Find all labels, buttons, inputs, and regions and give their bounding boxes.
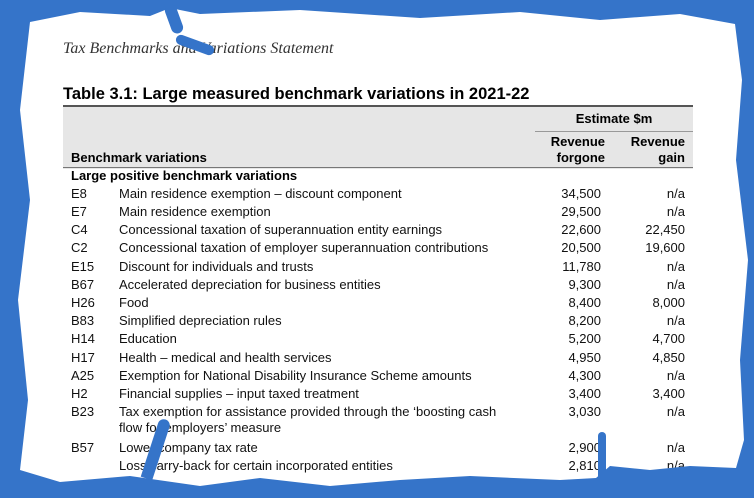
row-description: Tax exemption for assistance provided th… [119, 404, 497, 435]
revenue-gain-value: n/a [666, 259, 685, 274]
table-header-band [63, 105, 693, 169]
revenue-forgone-value: 22,600 [561, 222, 601, 237]
revenue-gain-value: n/a [666, 313, 685, 328]
section-heading: Large positive benchmark variations [71, 168, 298, 183]
revenue-gain-value: n/a [666, 458, 685, 473]
revenue-forgone-value: 3,030 [568, 404, 601, 419]
row-code: E7 [71, 204, 87, 219]
revenue-forgone-value: 8,400 [568, 295, 601, 310]
row-code: E8 [71, 186, 87, 201]
revenue-gain-value: n/a [666, 404, 685, 419]
row-code: E15 [71, 259, 95, 274]
row-code: H14 [71, 331, 95, 346]
row-description: Lower company tax rate [119, 440, 258, 455]
row-code: H2 [71, 386, 88, 401]
row-description: Simplified depreciation rules [119, 313, 282, 328]
revenue-gain-value: n/a [666, 204, 685, 219]
revenue-forgone-value: 4,950 [568, 350, 601, 365]
row-code: B83 [71, 313, 95, 328]
row-code: A25 [71, 368, 95, 383]
revenue-gain-value: 22,450 [645, 222, 685, 237]
torn-edge [598, 432, 606, 482]
benchmark-variations-header: Benchmark variations [71, 150, 207, 165]
revenue-forgone-value: 9,300 [568, 277, 601, 292]
revenue-gain-value: n/a [666, 277, 685, 292]
revenue-forgone-value: 5,200 [568, 331, 601, 346]
row-code: B23 [71, 404, 95, 419]
row-code: C2 [71, 240, 88, 255]
row-description: Concessional taxation of superannuation … [119, 222, 443, 237]
revenue-gain-value: n/a [666, 186, 685, 201]
row-description: Discount for individuals and trusts [119, 259, 314, 274]
row-description: Accelerated depreciation for business en… [119, 277, 381, 292]
revenue-gain-value: 4,700 [652, 331, 685, 346]
row-description: Food [119, 295, 149, 310]
revenue-gain-value: 19,600 [645, 240, 685, 255]
row-description: Financial supplies – input taxed treatme… [119, 386, 359, 401]
revenue-forgone-value: 2,810 [568, 458, 601, 473]
revenue-forgone-value: 8,200 [568, 313, 601, 328]
estimate-group-header: Estimate $m [575, 111, 653, 126]
row-description: Main residence exemption [119, 204, 271, 219]
revenue-gain-value: 8,000 [652, 295, 685, 310]
revenue-gain-value: n/a [666, 368, 685, 383]
row-description: Concessional taxation of employer supera… [119, 240, 489, 255]
revenue-forgone-value: 3,400 [568, 386, 601, 401]
row-code: H26 [71, 295, 95, 310]
row-description: Education [119, 331, 177, 346]
row-description: Health – medical and health services [119, 350, 332, 365]
row-code: C4 [71, 222, 88, 237]
revenue-forgone-value: 2,900 [568, 440, 601, 455]
row-description: Loss carry-back for certain incorporated… [119, 458, 393, 473]
table-title: Table 3.1: Large measured benchmark vari… [63, 85, 530, 103]
revenue-gain-value: 3,400 [652, 386, 685, 401]
row-code: B57 [71, 440, 95, 455]
revenue-gain-header: Revenue gain [630, 134, 685, 165]
revenue-gain-value: 4,850 [652, 350, 685, 365]
revenue-forgone-value: 20,500 [561, 240, 601, 255]
revenue-gain-value: n/a [666, 440, 685, 455]
row-code: B67 [71, 277, 95, 292]
revenue-forgone-header: Revenue forgone [550, 134, 605, 165]
revenue-forgone-value: 34,500 [561, 186, 601, 201]
revenue-forgone-value: 11,780 [562, 259, 601, 274]
revenue-forgone-value: 4,300 [568, 368, 601, 383]
row-code: H17 [71, 350, 95, 365]
row-description: Main residence exemption – discount comp… [119, 186, 402, 201]
row-description: Exemption for National Disability Insura… [119, 368, 472, 383]
revenue-forgone-value: 29,500 [561, 204, 601, 219]
